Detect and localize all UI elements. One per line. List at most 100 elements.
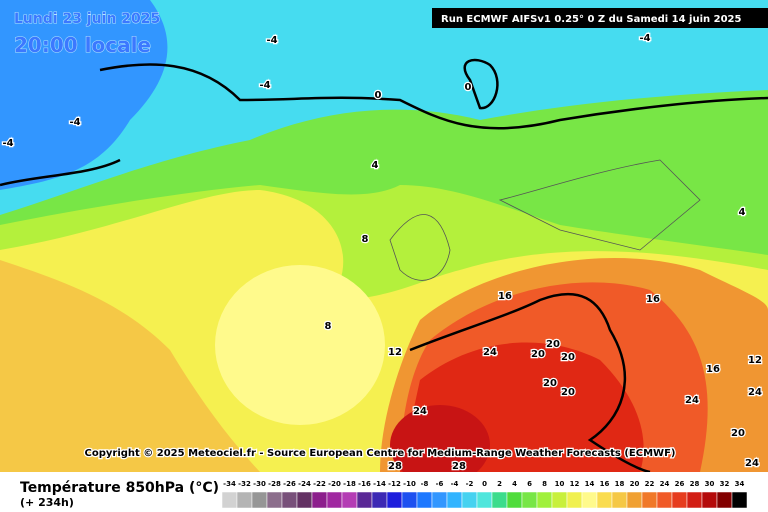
contour-label: -4	[266, 35, 277, 46]
legend-title: Température 850hPa (°C)	[20, 480, 219, 496]
contour-label: -4	[2, 138, 13, 149]
scale-label: 32	[720, 480, 730, 488]
scale-cell	[431, 491, 448, 509]
scale-cell	[236, 491, 253, 509]
coastline	[389, 159, 701, 281]
scale-cell	[491, 491, 508, 509]
scale-label: -32	[238, 480, 251, 488]
contour-label: 0	[465, 82, 472, 93]
scale-label: -8	[421, 480, 429, 488]
contour-label: 4	[372, 160, 379, 171]
scale-cell	[521, 491, 538, 509]
contour-label: -4	[69, 117, 80, 128]
contour-label: 24	[413, 406, 427, 417]
contour-label: 8	[325, 321, 332, 332]
contour-label: 24	[685, 395, 699, 406]
run-banner	[432, 8, 768, 28]
scale-cell	[506, 491, 523, 509]
contour-label: 20	[561, 387, 575, 398]
contour-label: 12	[748, 355, 762, 366]
scale-label: 24	[660, 480, 670, 488]
contour-label: 20	[543, 378, 557, 389]
scale-cell	[446, 491, 463, 509]
scale-label: 16	[600, 480, 610, 488]
contour-zero	[99, 63, 768, 130]
scale-cell	[656, 491, 673, 509]
zone-dark-red	[390, 405, 490, 485]
run-info: Run ECMWF AIFSv1 0.25° 0 Z du Samedi 14 …	[441, 14, 741, 25]
scale-cell	[581, 491, 598, 509]
contour-label: 16	[706, 364, 720, 375]
scale-cell	[596, 491, 613, 509]
scale-label: 8	[542, 480, 547, 488]
scale-label: -16	[358, 480, 371, 488]
scale-cell	[731, 491, 748, 509]
scale-cell	[626, 491, 643, 509]
contour-zero	[0, 158, 121, 187]
contour-zero	[463, 58, 499, 110]
scale-label: -20	[328, 480, 341, 488]
contour-label: 16	[498, 291, 512, 302]
contour-label: 4	[739, 207, 746, 218]
scale-cell	[641, 491, 658, 509]
contour-label: 28	[452, 461, 466, 472]
forecast-date: Lundi 23 juin 2025	[14, 11, 160, 27]
scale-label: 2	[497, 480, 502, 488]
scale-label: -18	[343, 480, 356, 488]
contour-label: 16	[646, 294, 660, 305]
contour-label: 12	[388, 347, 402, 358]
contour-label: 28	[388, 461, 402, 472]
scale-label: -34	[223, 480, 236, 488]
scale-cell	[701, 491, 718, 509]
forecast-time: 20:00 locale	[14, 33, 151, 57]
copyright: Copyright © 2025 Meteociel.fr - Source E…	[85, 448, 676, 459]
zone-light-orange	[0, 260, 260, 472]
scale-label: 26	[675, 480, 685, 488]
scale-cell	[266, 491, 283, 509]
scale-label: -10	[403, 480, 416, 488]
scale-cell	[371, 491, 388, 509]
scale-label: 34	[735, 480, 745, 488]
scale-label: -12	[388, 480, 401, 488]
contour-label: 24	[483, 347, 497, 358]
scale-cell	[311, 491, 328, 509]
scale-cell	[281, 491, 298, 509]
scale-label: 18	[615, 480, 625, 488]
scale-label: 6	[527, 480, 532, 488]
scale-label: -28	[268, 480, 281, 488]
scale-label: 22	[645, 480, 655, 488]
scale-cell	[296, 491, 313, 509]
scale-cell	[356, 491, 373, 509]
scale-cell	[686, 491, 703, 509]
scale-label: 12	[570, 480, 580, 488]
scale-cell	[716, 491, 733, 509]
scale-label: -6	[436, 480, 444, 488]
contour-label: 20	[731, 428, 745, 439]
zone-pale	[215, 265, 385, 425]
scale-label: 14	[585, 480, 595, 488]
contour-label: 0	[375, 90, 382, 101]
scale-label: -24	[298, 480, 311, 488]
scale-cell	[386, 491, 403, 509]
scale-label: -14	[373, 480, 386, 488]
scale-cell	[536, 491, 553, 509]
scale-cell	[401, 491, 418, 509]
scale-cell	[611, 491, 628, 509]
scale-cell	[341, 491, 358, 509]
color-scale: -34 -32 -30 -28 -26 -24 -22 -20 -18 -16 -14 -12 -10-…	[221, 480, 748, 509]
scale-label: 0	[482, 480, 487, 488]
scale-cell	[251, 491, 268, 509]
contour-label: 20	[531, 349, 545, 360]
contour-label: 24	[745, 458, 759, 469]
scale-label: 28	[690, 480, 700, 488]
scale-label: -30	[253, 480, 266, 488]
scale-cell	[416, 491, 433, 509]
contour-labels: -4 -4 -4 -4 -4 0 0 4 4 8 8 12 12 16 16 1…	[1, 32, 763, 474]
scale-cell	[671, 491, 688, 509]
scale-label: 10	[555, 480, 565, 488]
scale-cell	[326, 491, 343, 509]
scale-cell	[461, 491, 478, 509]
contour-label: 8	[362, 234, 369, 245]
scale-label: 20	[630, 480, 640, 488]
scale-label: -26	[283, 480, 296, 488]
